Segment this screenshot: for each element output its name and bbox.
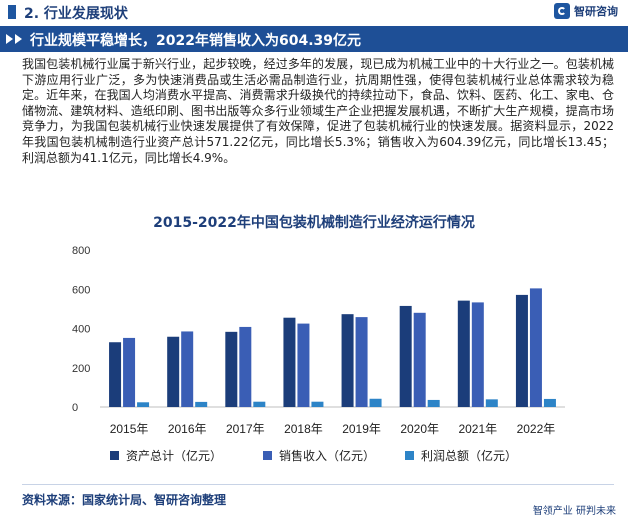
headline-title: 行业规模平稳增长，2022年销售收入为604.39亿元 [30, 33, 361, 49]
bar [137, 402, 150, 407]
bar [485, 399, 498, 407]
bar [181, 331, 194, 407]
divider [22, 484, 614, 485]
bar [543, 398, 556, 407]
x-tick-label: 2017年 [226, 422, 265, 436]
bar [471, 302, 484, 407]
y-tick-label: 200 [72, 363, 90, 375]
y-tick-label: 0 [72, 402, 78, 414]
bar [529, 288, 542, 407]
bar [123, 337, 136, 407]
legend-swatch [263, 451, 272, 460]
x-tick-label: 2022年 [517, 422, 556, 436]
top-bar: 2. 行业发展现状 智研咨询 [0, 0, 628, 24]
legend-swatch [405, 451, 414, 460]
body-paragraph: 我国包装机械行业属于新兴行业，起步较晚，经过多年的发展，现已成为机械工业中的十大… [22, 57, 614, 165]
bar [311, 401, 324, 407]
headline-banner: 行业规模平稳增长，2022年销售收入为604.39亿元 [0, 26, 628, 52]
bar [239, 326, 252, 407]
section-accent [8, 5, 16, 19]
x-tick-label: 2021年 [458, 422, 497, 436]
y-tick-label: 400 [72, 324, 90, 336]
y-tick-label: 600 [72, 284, 90, 296]
x-tick-label: 2018年 [284, 422, 323, 436]
bar [399, 305, 412, 407]
bar [413, 312, 426, 407]
brand-name: 智研咨询 [574, 5, 618, 18]
x-tick-label: 2020年 [400, 422, 439, 436]
x-tick-label: 2015年 [110, 422, 149, 436]
bar [457, 300, 470, 407]
legend-swatch [110, 451, 119, 460]
bar [369, 398, 382, 407]
bar [355, 317, 368, 407]
bar [283, 317, 296, 407]
bar [195, 401, 208, 407]
legend-label: 利润总额（亿元） [421, 448, 517, 463]
bar [515, 294, 528, 407]
x-tick-label: 2019年 [342, 422, 381, 436]
legend-label: 资产总计（亿元） [126, 448, 222, 463]
bar [341, 314, 354, 407]
bar [109, 342, 122, 407]
brand-logo-icon [554, 3, 570, 19]
chevron-right-icon [6, 34, 13, 44]
chevron-right-icon [15, 34, 22, 44]
footer-slogan: 智领产业 研判未来 [532, 506, 616, 517]
bar-chart: 0 200 400 600 800 2015年 2016年 2017年 2018年 2019年 20… [72, 245, 565, 463]
brand-logo: 智研咨询 [554, 3, 618, 19]
bar [427, 399, 440, 407]
y-tick-label: 800 [72, 245, 90, 257]
section-label: 2. 行业发展现状 [24, 6, 128, 22]
bar [297, 323, 310, 407]
bar [225, 331, 238, 407]
source-note: 资料来源：国家统计局、智研咨询整理 [22, 493, 227, 507]
legend-label: 销售收入（亿元） [279, 448, 375, 463]
x-tick-label: 2016年 [168, 422, 207, 436]
bar [253, 401, 266, 407]
chart-title: 2015-2022年中国包装机械制造行业经济运行情况 [153, 215, 475, 231]
bar [167, 336, 180, 407]
